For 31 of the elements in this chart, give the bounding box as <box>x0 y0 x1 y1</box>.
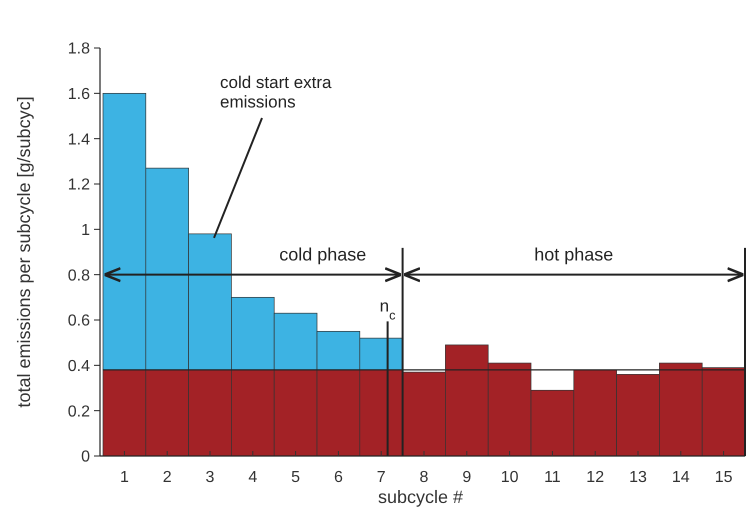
x-tick-label: 10 <box>500 469 519 486</box>
x-tick-label: 9 <box>462 469 472 486</box>
y-tick-label: 1.8 <box>68 40 90 58</box>
x-axis-title: subcycle # <box>378 487 464 507</box>
annotation: hot phase <box>534 244 614 265</box>
y-tick-label: 1.2 <box>68 176 90 194</box>
x-tick-label: 14 <box>672 469 690 486</box>
x-tick-label: 13 <box>629 469 647 486</box>
y-tick-label: 0 <box>81 448 90 466</box>
x-tick-label: 12 <box>586 469 604 486</box>
x-tick-label: 1 <box>120 469 129 486</box>
y-tick-label: 0.4 <box>68 358 90 375</box>
ref-line-label: n$_{c}$ <box>380 296 396 322</box>
y-tick-label: 0.8 <box>68 267 90 284</box>
y-tick-label: 1.6 <box>68 86 90 103</box>
y-tick-label: 1.4 <box>68 131 90 148</box>
x-tick-label: 8 <box>420 469 429 486</box>
x-tick-label: 5 <box>291 469 300 486</box>
y-tick-label: 0.6 <box>68 312 90 330</box>
annotation: cold phase <box>279 244 366 265</box>
annotation: cold start extra emissions <box>220 73 332 112</box>
x-tick-label: 6 <box>334 469 343 486</box>
x-tick-label: 3 <box>206 469 215 486</box>
x-tick-label: 7 <box>376 469 386 486</box>
y-axis-title: total emissions per subcycle [g/subcyc] <box>14 96 34 408</box>
x-tick-label: 4 <box>248 469 258 486</box>
x-tick-label: 15 <box>714 469 733 486</box>
y-tick-label: 1 <box>81 222 90 239</box>
x-tick-label: 2 <box>162 469 172 486</box>
y-tick-label: 0.2 <box>68 403 90 420</box>
x-tick-label: 11 <box>544 469 561 486</box>
